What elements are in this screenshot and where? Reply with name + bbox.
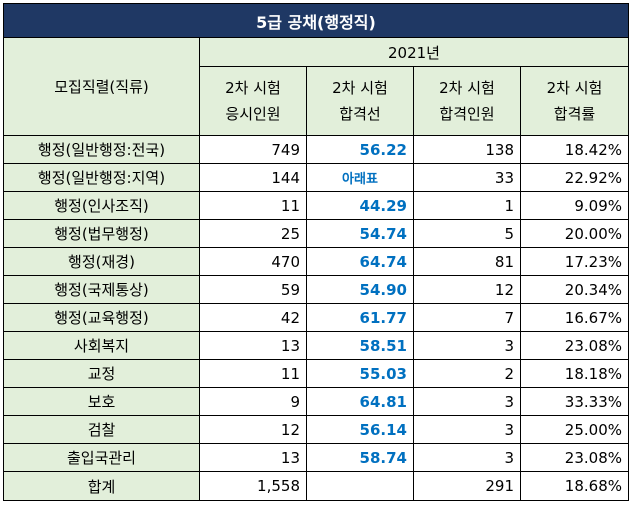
row-cutoff: 56.22 — [306, 135, 414, 164]
row-cutoff: 64.81 — [306, 387, 414, 416]
row-passed: 3 — [413, 387, 521, 416]
row-passed: 5 — [413, 219, 521, 248]
row-passed: 3 — [413, 331, 521, 360]
row-rate: 20.34% — [520, 275, 629, 304]
row-passed: 81 — [413, 247, 521, 276]
header-line: 2차 시험 — [546, 79, 603, 97]
header-row-columns: 2차 시험 응시인원 2차 시험 합격선 2차 시험 합격인원 2차 시험 합격… — [4, 66, 629, 136]
row-passed: 12 — [413, 275, 521, 304]
table-row: 행정(재경) 470 64.74 81 17.23% — [3, 247, 629, 276]
row-rate: 20.00% — [520, 219, 629, 248]
rate-header: 2차 시험 합격률 — [520, 66, 629, 136]
total-cutoff — [306, 471, 414, 501]
row-rate: 18.18% — [520, 359, 629, 388]
header-line: 합격인원 — [439, 105, 495, 123]
row-category: 검찰 — [3, 415, 200, 444]
row-category: 교정 — [3, 359, 200, 388]
row-rate: 17.23% — [520, 247, 629, 276]
row-rate: 18.42% — [520, 135, 629, 164]
row-category: 행정(국제통상) — [3, 275, 200, 304]
row-rate: 23.08% — [520, 331, 629, 360]
row-rate: 22.92% — [520, 163, 629, 192]
row-passed: 7 — [413, 303, 521, 332]
row-cutoff: 56.14 — [306, 415, 414, 444]
row-applicants: 12 — [199, 415, 307, 444]
table-row: 행정(교육행정) 42 61.77 7 16.67% — [3, 303, 629, 332]
table-row: 보호 9 64.81 3 33.33% — [3, 387, 629, 416]
row-applicants: 470 — [199, 247, 307, 276]
total-label: 합계 — [3, 471, 200, 501]
row-category: 행정(인사조직) — [3, 191, 200, 220]
header-row-year: 모집직렬(직류) 2021년 — [3, 37, 629, 136]
row-rate: 16.67% — [520, 303, 629, 332]
row-cutoff-note: 아래표 — [306, 163, 414, 192]
row-passed: 2 — [413, 359, 521, 388]
row-category: 행정(법무행정) — [3, 219, 200, 248]
table-row: 사회복지 13 58.51 3 23.08% — [3, 331, 629, 360]
row-rate: 23.08% — [520, 443, 629, 472]
row-passed: 3 — [413, 443, 521, 472]
row-applicants: 144 — [199, 163, 307, 192]
header-line: 2차 시험 — [225, 79, 281, 97]
row-category: 보호 — [3, 387, 200, 416]
category-header: 모집직렬(직류) — [3, 37, 200, 136]
table-row: 행정(일반행정:지역) 144 아래표 33 22.92% — [3, 163, 629, 192]
row-passed: 1 — [413, 191, 521, 220]
row-applicants: 9 — [199, 387, 307, 416]
row-category: 행정(교육행정) — [3, 303, 200, 332]
table-row: 행정(법무행정) 25 54.74 5 20.00% — [3, 219, 629, 248]
total-rate: 18.68% — [520, 471, 629, 501]
row-applicants: 59 — [199, 275, 307, 304]
row-rate: 9.09% — [520, 191, 629, 220]
row-applicants: 11 — [199, 191, 307, 220]
total-row: 합계 1,558 291 18.68% — [3, 471, 629, 501]
row-category: 행정(재경) — [3, 247, 200, 276]
row-cutoff: 44.29 — [306, 191, 414, 220]
row-passed: 3 — [413, 415, 521, 444]
table-row: 행정(인사조직) 11 44.29 1 9.09% — [3, 191, 629, 220]
row-category: 행정(일반행정:전국) — [3, 135, 200, 164]
row-category: 출입국관리 — [3, 443, 200, 472]
row-rate: 33.33% — [520, 387, 629, 416]
row-applicants: 42 — [199, 303, 307, 332]
header-line: 2차 시험 — [439, 79, 495, 97]
row-applicants: 13 — [199, 331, 307, 360]
table-row: 행정(국제통상) 59 54.90 12 20.34% — [3, 275, 629, 304]
row-cutoff: 64.74 — [306, 247, 414, 276]
table-row: 검찰 12 56.14 3 25.00% — [3, 415, 629, 444]
row-cutoff: 58.51 — [306, 331, 414, 360]
passed-header: 2차 시험 합격인원 — [413, 66, 521, 136]
row-applicants: 13 — [199, 443, 307, 472]
table-row: 행정(일반행정:전국) 749 56.22 138 18.42% — [3, 135, 629, 164]
table-row: 출입국관리 13 58.74 3 23.08% — [3, 443, 629, 472]
cutoff-header: 2차 시험 합격선 — [306, 66, 414, 136]
row-cutoff: 54.90 — [306, 275, 414, 304]
header-line: 합격률 — [553, 105, 596, 123]
row-cutoff: 61.77 — [306, 303, 414, 332]
row-passed: 33 — [413, 163, 521, 192]
row-category: 사회복지 — [3, 331, 200, 360]
total-passed: 291 — [413, 471, 521, 501]
row-passed: 138 — [413, 135, 521, 164]
row-category: 행정(일반행정:지역) — [3, 163, 200, 192]
row-applicants: 25 — [199, 219, 307, 248]
header-line: 합격선 — [339, 105, 381, 123]
row-cutoff: 58.74 — [306, 443, 414, 472]
applicants-header: 2차 시험 응시인원 — [199, 66, 307, 136]
row-cutoff: 54.74 — [306, 219, 414, 248]
header-line: 응시인원 — [225, 105, 281, 123]
row-applicants: 11 — [199, 359, 307, 388]
table-row: 교정 11 55.03 2 18.18% — [3, 359, 629, 388]
year-header: 2021년 — [199, 37, 629, 67]
row-applicants: 749 — [199, 135, 307, 164]
results-table: 5급 공채(행정직) 모집직렬(직류) 2021년 2차 시험 응시인원 2차 … — [3, 3, 629, 501]
row-cutoff: 55.03 — [306, 359, 414, 388]
header-line: 2차 시험 — [332, 79, 388, 97]
total-applicants: 1,558 — [199, 471, 307, 501]
table-title: 5급 공채(행정직) — [3, 3, 629, 38]
title-row: 5급 공채(행정직) — [3, 3, 629, 38]
row-rate: 25.00% — [520, 415, 629, 444]
